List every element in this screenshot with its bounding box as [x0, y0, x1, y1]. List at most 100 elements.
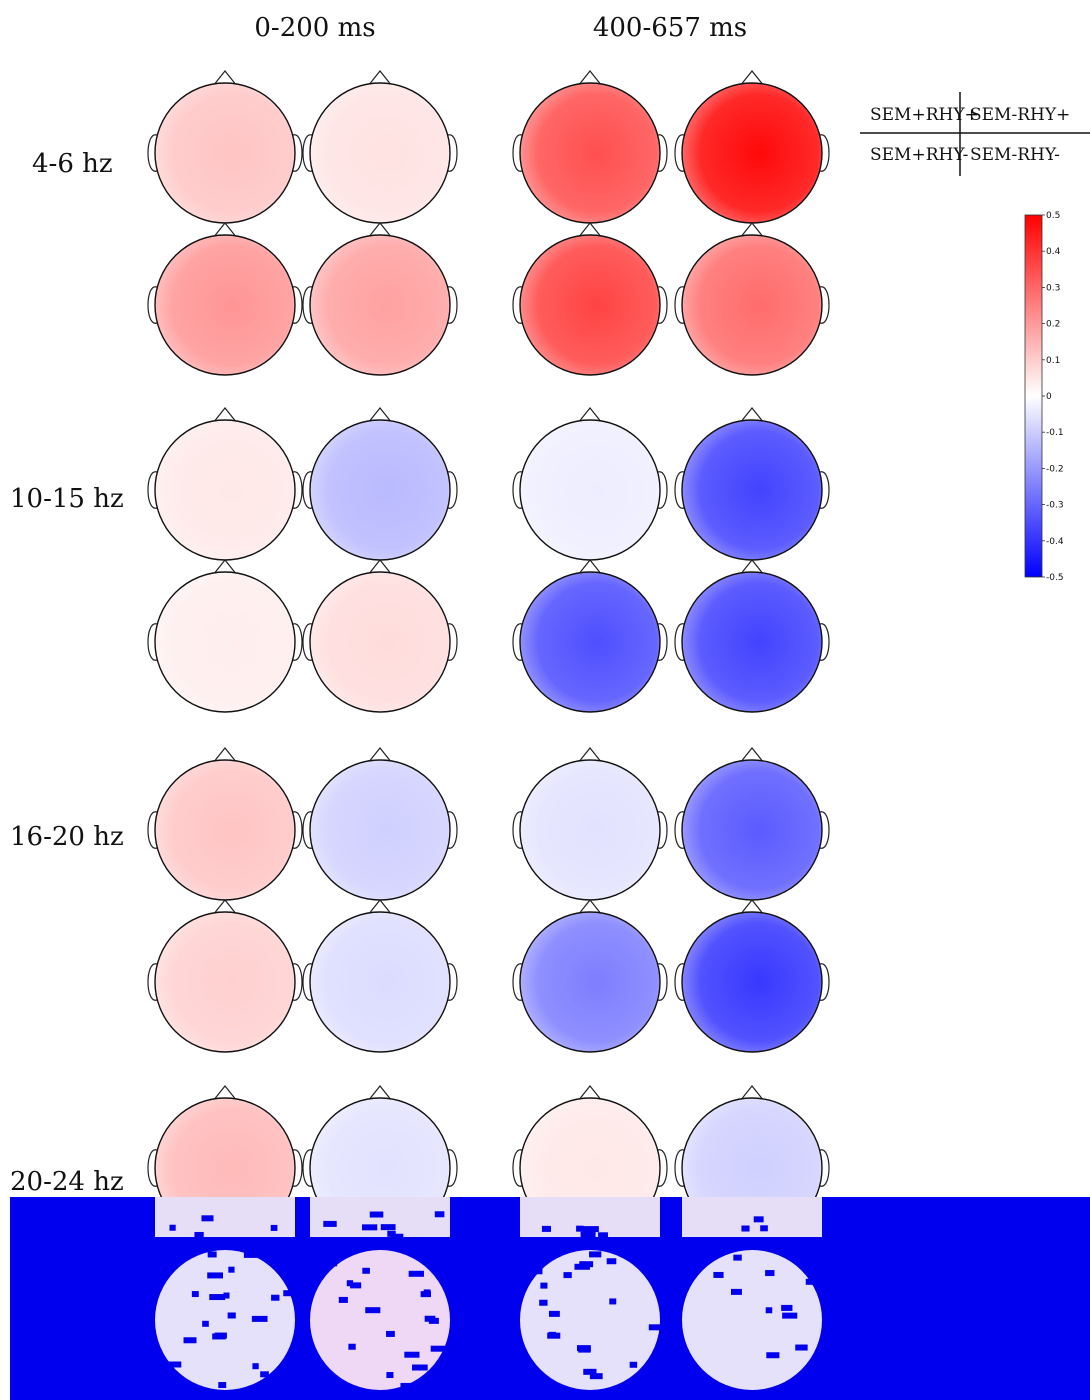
noise-pixel — [583, 1368, 597, 1375]
ear-outline — [292, 134, 303, 172]
nose-outline — [577, 407, 603, 424]
colorbar-tick-label: -0.1 — [1046, 428, 1064, 438]
ear-outline — [512, 811, 523, 849]
scalp-map — [681, 234, 823, 376]
noise-pixel — [201, 1215, 214, 1222]
ear-outline — [674, 1149, 685, 1187]
ear-outline — [512, 286, 523, 324]
nose-outline — [367, 407, 393, 424]
ear-outline — [292, 1149, 303, 1187]
noise-pixel — [338, 1296, 348, 1303]
scalp-map — [309, 571, 451, 713]
nose-outline — [739, 407, 765, 424]
column-heading-late: 400-657 ms — [593, 13, 747, 43]
ear-outline — [512, 471, 523, 509]
topomap-grid — [147, 70, 830, 1391]
legend-cell-sem-pos-rhy-pos: SEM+RHY+ — [870, 105, 979, 125]
nose-outline — [367, 899, 393, 916]
ear-outline — [147, 811, 158, 849]
noise-pixel — [243, 1251, 258, 1258]
overlay-remnant — [520, 1250, 660, 1390]
noise-pixel — [326, 1260, 338, 1267]
overlay-remnant — [155, 1197, 295, 1237]
colorbar-tick-label: 0.1 — [1046, 356, 1060, 366]
noise-pixel — [362, 1267, 370, 1274]
ear-outline — [819, 811, 830, 849]
scalp-map — [309, 419, 451, 561]
colorbar-gradient — [1024, 214, 1043, 578]
ear-outline — [657, 471, 668, 509]
colorbar-tick-label: -0.3 — [1046, 501, 1064, 511]
noise-pixel — [165, 1361, 182, 1368]
nose-outline — [577, 1085, 603, 1102]
band-label-beta-high: 20-24 hz — [10, 1167, 124, 1197]
noise-pixel — [795, 1344, 808, 1351]
scalp-map — [519, 759, 661, 901]
nose-outline — [212, 1085, 238, 1102]
topomap-head — [302, 747, 458, 901]
noise-pixel — [436, 1369, 447, 1376]
ear-outline — [657, 811, 668, 849]
ear-outline — [447, 811, 458, 849]
noise-pixel — [223, 1292, 230, 1299]
scalp-map — [519, 419, 661, 561]
topomap-head — [302, 899, 458, 1053]
scalp-map — [681, 419, 823, 561]
topomap-head — [674, 559, 830, 713]
noise-pixel — [260, 1371, 269, 1378]
scalp-map — [154, 234, 296, 376]
scalp-map — [309, 759, 451, 901]
colorbar-tick-label: 0.5 — [1046, 211, 1060, 221]
noise-pixel — [386, 1330, 395, 1337]
noise-pixel — [781, 1304, 793, 1311]
overlay-remnant — [682, 1197, 822, 1237]
nose-outline — [739, 70, 765, 87]
ear-outline — [147, 623, 158, 661]
nose-outline — [212, 559, 238, 576]
noise-pixel — [380, 1224, 396, 1231]
scalp-map — [154, 911, 296, 1053]
ear-outline — [292, 471, 303, 509]
column-heading-early: 0-200 ms — [254, 13, 375, 43]
noise-pixel — [609, 1298, 617, 1305]
overlay-remnant — [155, 1250, 295, 1390]
nose-outline — [212, 747, 238, 764]
scalp-map — [154, 82, 296, 224]
noise-pixel — [169, 1224, 176, 1231]
noise-pixel — [362, 1224, 378, 1231]
nose-outline — [739, 899, 765, 916]
noise-pixel — [576, 1225, 584, 1232]
noise-pixel — [346, 1280, 354, 1287]
topomap-head — [147, 559, 303, 713]
noise-pixel — [386, 1372, 394, 1379]
nose-outline — [367, 747, 393, 764]
topomap-head — [512, 407, 668, 561]
noise-pixel — [218, 1382, 227, 1389]
noise-pixel — [782, 1312, 798, 1319]
ear-outline — [512, 1149, 523, 1187]
ear-outline — [657, 623, 668, 661]
noise-pixel — [369, 1211, 384, 1218]
ear-outline — [674, 471, 685, 509]
noise-pixel — [209, 1294, 226, 1301]
noise-pixel — [569, 1237, 584, 1244]
topomap-head — [674, 747, 830, 901]
ear-outline — [292, 286, 303, 324]
colorbar-tick-label: -0.4 — [1046, 537, 1064, 547]
colorbar-tick-label: 0 — [1046, 392, 1052, 402]
topomap-head — [147, 70, 303, 224]
scalp-map — [681, 911, 823, 1053]
ear-outline — [147, 471, 158, 509]
scalp-map — [519, 82, 661, 224]
ear-outline — [657, 963, 668, 1001]
ear-outline — [302, 963, 313, 1001]
ear-outline — [674, 963, 685, 1001]
noise-pixel — [348, 1343, 356, 1350]
topomap-head — [302, 222, 458, 376]
noise-pixel — [765, 1270, 775, 1277]
scalp-map — [519, 234, 661, 376]
ear-outline — [447, 963, 458, 1001]
ear-outline — [147, 286, 158, 324]
scalp-map — [681, 571, 823, 713]
nose-outline — [367, 70, 393, 87]
